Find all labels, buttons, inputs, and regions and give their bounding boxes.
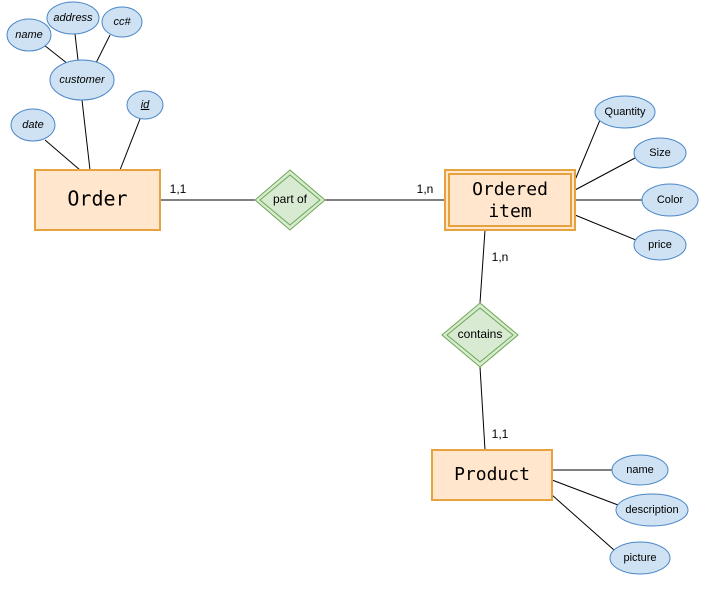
cardinality-item_contains: 1,n xyxy=(492,250,509,264)
edge xyxy=(44,45,68,64)
attribute-name_p-label: name xyxy=(626,464,654,476)
edge xyxy=(552,480,618,505)
attribute-address-label: address xyxy=(53,12,93,24)
relationship-contains-label: contains xyxy=(458,327,503,341)
relationship-part_of-label: part of xyxy=(273,192,308,206)
entity-ordered_item-label2: item xyxy=(488,201,531,222)
attribute-quantity-label: Quantity xyxy=(605,106,646,118)
edge xyxy=(575,158,635,190)
attribute-picture-label: picture xyxy=(623,552,656,564)
cardinality-order_partof: 1,1 xyxy=(170,182,187,196)
edge xyxy=(575,120,600,180)
entity-order-label: Order xyxy=(67,187,127,211)
edge xyxy=(45,140,80,170)
edge xyxy=(480,230,485,303)
attribute-size-label: Size xyxy=(649,147,670,159)
edge xyxy=(120,119,140,170)
entity-product-label: Product xyxy=(454,464,530,485)
attribute-price-label: price xyxy=(648,239,672,251)
edge xyxy=(96,35,110,63)
cardinality-contains_product: 1,1 xyxy=(492,427,509,441)
edge xyxy=(552,495,614,550)
attribute-customer-label: customer xyxy=(59,74,106,86)
attribute-date-label: date xyxy=(22,119,43,131)
attribute-name_c-label: name xyxy=(15,29,43,41)
attribute-description-label: description xyxy=(625,504,678,516)
er-diagram-canvas: Order Ordereditem Product part of contains da… xyxy=(0,0,728,592)
attribute-color-label: Color xyxy=(657,194,684,206)
attribute-id-label: id xyxy=(141,99,150,111)
edge xyxy=(575,215,636,240)
entity-ordered_item-label1: Ordered xyxy=(472,179,548,200)
shapes-layer: Order Ordereditem Product part of contains da… xyxy=(7,2,698,574)
edge xyxy=(75,34,78,60)
edge xyxy=(82,100,90,170)
cardinality-partof_item: 1,n xyxy=(417,182,434,196)
attribute-cc-label: cc# xyxy=(113,16,131,28)
edge xyxy=(480,367,485,450)
